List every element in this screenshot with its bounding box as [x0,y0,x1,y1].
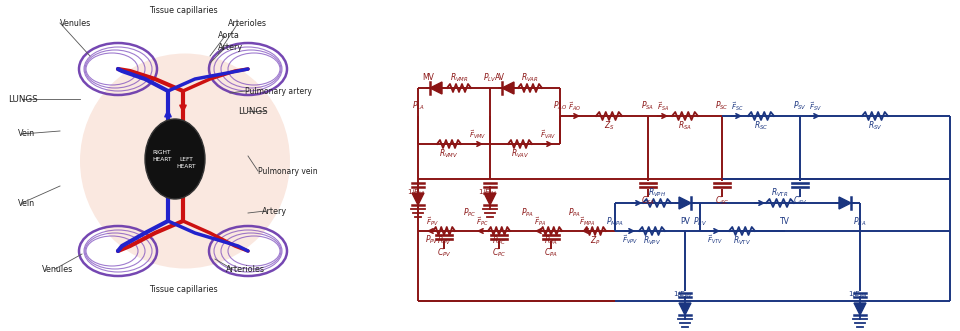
Text: $1/E_{LA}$: $1/E_{LA}$ [406,188,425,198]
Ellipse shape [80,54,290,268]
Text: $R_{PA}$: $R_{PA}$ [544,235,558,247]
Polygon shape [839,197,851,209]
Text: $R_{VPV}$: $R_{VPV}$ [643,235,661,247]
Text: $R_{VMR}$: $R_{VMR}$ [449,72,468,84]
Text: Tissue capillaries: Tissue capillaries [149,6,217,15]
Text: $\vec{F}_{MPA}$: $\vec{F}_{MPA}$ [579,215,595,228]
Text: $R_{SC}$: $R_{SC}$ [754,120,768,132]
Text: $R_{PC}$: $R_{PC}$ [492,235,506,247]
Text: MV: MV [422,73,434,82]
Text: $C_{PC}$: $C_{PC}$ [492,247,506,259]
Text: PV: PV [680,217,690,226]
Text: $\vec{F}_{VMV}$: $\vec{F}_{VMV}$ [469,129,487,141]
Text: AV: AV [495,73,505,82]
Text: $P_{RA}$: $P_{RA}$ [853,216,867,228]
Text: $P_{AO}$: $P_{AO}$ [553,100,567,112]
Text: $P_{RV}$: $P_{RV}$ [693,216,708,228]
Text: $R_{VTV}$: $R_{VTV}$ [732,235,751,247]
Polygon shape [679,197,691,209]
Text: $\vec{F}_{VTV}$: $\vec{F}_{VTV}$ [707,234,723,246]
Text: Venules: Venules [60,19,91,27]
Text: $C_{SC}$: $C_{SC}$ [715,195,730,207]
Text: $P_{SA}$: $P_{SA}$ [641,100,655,112]
Text: $\vec{F}_{VAV}$: $\vec{F}_{VAV}$ [540,129,556,141]
Ellipse shape [145,119,205,199]
Polygon shape [412,193,424,205]
Text: LUNGS: LUNGS [8,94,37,104]
Text: $Z_S$: $Z_S$ [604,120,614,132]
Text: $\vec{F}_{AO}$: $\vec{F}_{AO}$ [568,101,582,113]
Text: Artery: Artery [262,207,287,215]
Text: $1/E_{RA}$: $1/E_{RA}$ [849,290,868,300]
Text: $P_{SV}$: $P_{SV}$ [793,100,807,112]
Text: $\vec{F}_{SC}$: $\vec{F}_{SC}$ [731,101,743,113]
Text: $P_{PV}$: $P_{PV}$ [425,234,439,246]
Text: LEFT
HEART: LEFT HEART [177,158,196,168]
Text: $R_{VAV}$: $R_{VAV}$ [511,148,529,160]
Text: Tissue capillaries: Tissue capillaries [149,285,217,294]
Text: $\vec{F}_{PA}$: $\vec{F}_{PA}$ [534,215,546,228]
Text: Arterioles: Arterioles [228,19,267,27]
Text: $1/E_{LV}$: $1/E_{LV}$ [478,188,498,198]
Text: $\vec{F}_{VPV}$: $\vec{F}_{VPV}$ [622,234,638,246]
Text: $R_{SA}$: $R_{SA}$ [678,120,692,132]
Polygon shape [854,303,866,315]
Text: $R_{VPH}$: $R_{VPH}$ [648,187,666,199]
Text: Pulmonary artery: Pulmonary artery [245,86,312,96]
Text: $C_{SV}$: $C_{SV}$ [793,195,807,207]
Text: $P_{MPA}$: $P_{MPA}$ [606,216,624,228]
Text: $\vec{F}_{PC}$: $\vec{F}_{PC}$ [476,215,489,228]
Text: $R_{VMV}$: $R_{VMV}$ [440,148,459,160]
Text: LUNGS: LUNGS [238,107,268,116]
Text: $P_{LA}$: $P_{LA}$ [412,100,424,112]
Text: $R_{PV}$: $R_{PV}$ [437,235,451,247]
Text: RIGHT
HEART: RIGHT HEART [153,150,172,162]
Text: $C_{SA}$: $C_{SA}$ [641,195,655,207]
Text: $Z_P$: $Z_P$ [589,235,600,247]
Text: $R_{VTR}$: $R_{VTR}$ [771,187,789,199]
Text: $R_{VAR}$: $R_{VAR}$ [521,72,539,84]
Text: $C_{PV}$: $C_{PV}$ [437,247,451,259]
Text: $P_{PA}$: $P_{PA}$ [521,207,535,219]
Text: Venules: Venules [42,264,73,273]
Text: Vein: Vein [18,199,36,208]
Text: $R_{SV}$: $R_{SV}$ [868,120,882,132]
Text: $\vec{F}_{PV}$: $\vec{F}_{PV}$ [425,215,439,228]
Text: $P_{LV}$: $P_{LV}$ [483,72,496,84]
Text: TV: TV [780,217,790,226]
Text: Aorta: Aorta [218,31,240,40]
Text: $\vec{F}_{SA}$: $\vec{F}_{SA}$ [657,101,669,113]
Polygon shape [430,82,442,94]
Text: $P_{PC}$: $P_{PC}$ [464,207,477,219]
Text: $1/E_{RV}$: $1/E_{RV}$ [673,290,693,300]
Text: Artery: Artery [218,43,243,53]
Text: $P_{PA}$: $P_{PA}$ [568,207,582,219]
Text: Arterioles: Arterioles [226,264,265,273]
Text: Pulmonary vein: Pulmonary vein [258,166,318,175]
Polygon shape [679,303,691,315]
Text: $C_{PA}$: $C_{PA}$ [544,247,558,259]
Text: $\vec{F}_{SV}$: $\vec{F}_{SV}$ [808,101,822,113]
Text: $P_{SC}$: $P_{SC}$ [715,100,729,112]
Polygon shape [484,193,496,205]
Polygon shape [502,82,514,94]
Text: Vein: Vein [18,129,36,138]
